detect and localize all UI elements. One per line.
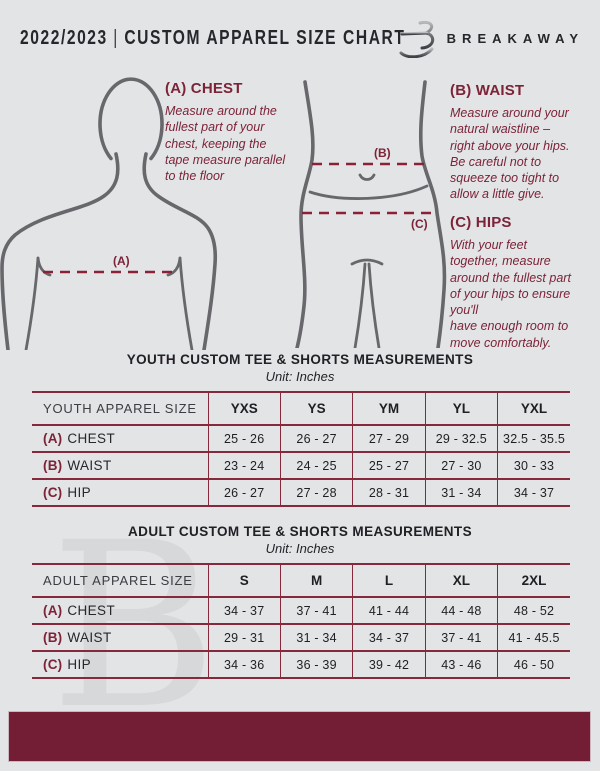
size-cell: 32.5 - 35.5 [497,425,570,452]
row-label: (B) WAIST [43,458,112,473]
row-label: (A) CHEST [43,431,116,446]
footer-bar [8,711,591,762]
size-cell: 48 - 52 [497,597,570,624]
size-cell: 29 - 32.5 [424,425,498,452]
size-cell: 37 - 41 [424,624,498,651]
size-cell: 23 - 24 [207,452,281,479]
column-header: YXL [497,392,570,425]
crotch [350,258,384,266]
hip-crease [308,184,429,200]
table-row: (A) CHEST 34 - 37 37 - 41 41 - 44 44 - 48 48 -… [32,597,570,624]
measurement-guide: (A) (B) (C) (A) CHEST Measure around the… [0,70,600,355]
right-shoulder-arm [142,152,218,350]
row-label: (A) CHEST [43,603,116,618]
marker-a: (A) [113,254,130,268]
column-header: YM [352,392,426,425]
row-label: (B) WAIST [43,630,112,645]
table-row: (A) CHEST 25 - 26 26 - 27 27 - 29 29 - 32.5 32… [32,425,570,452]
size-cell: 27 - 28 [279,479,353,506]
watermark-letter: B [50,493,218,759]
size-cell: 34 - 36 [207,651,281,678]
size-cell: 37 - 41 [279,597,353,624]
guide-heading-chest: (A) CHEST [165,80,243,97]
guide-heading-hips: (C) HIPS [450,214,512,231]
adult-section: ADULT CUSTOM TEE & SHORTS MEASUREMENTS U… [0,524,600,679]
column-header: XL [424,564,498,597]
table-row: (B) WAIST 23 - 24 24 - 25 25 - 27 27 - 30 30 -… [32,452,570,479]
head-outline [98,77,164,161]
adult-section-title: ADULT CUSTOM TEE & SHORTS MEASUREMENTS [128,524,472,539]
breakaway-b-icon [399,20,434,58]
size-cell: 28 - 31 [352,479,426,506]
left-torso-leg [295,80,315,348]
page-title: 2022/2023 | CUSTOM APPAREL SIZE CHART [20,27,405,50]
table-row: (B) WAIST 29 - 31 31 - 34 34 - 37 37 - 41 41 -… [32,624,570,651]
size-cell: 26 - 27 [207,479,281,506]
size-cell: 25 - 27 [352,452,426,479]
size-cell: 36 - 39 [279,651,353,678]
title-separator: | [113,27,119,49]
size-cell: 26 - 27 [279,425,353,452]
size-cell: 31 - 34 [424,479,498,506]
table-row: (C) HIP 26 - 27 27 - 28 28 - 31 31 - 34 34 - 3… [32,479,570,506]
size-cell: 25 - 26 [207,425,281,452]
column-header: YOUTH APPAREL SIZE [43,401,197,416]
right-torso-leg [418,80,447,348]
guide-body-waist: Measure around your natural waistline – … [450,106,570,202]
adult-section-unit: Unit: Inches [265,541,335,556]
size-cell: 44 - 48 [424,597,498,624]
size-cell: 39 - 42 [352,651,426,678]
title-main: CUSTOM APPAREL SIZE CHART [124,27,406,49]
row-label: (C) HIP [43,657,92,672]
adult-size-table: ADULT APPAREL SIZE S M L XL 2XL (A) CHEST 34 - 3… [32,563,570,679]
column-header: YXS [207,392,281,425]
size-cell: 24 - 25 [279,452,353,479]
marker-b: (B) [374,146,391,160]
column-header: YL [424,392,498,425]
size-cell: 34 - 37 [352,624,426,651]
youth-section: YOUTH CUSTOM TEE & SHORTS MEASUREMENTS U… [0,352,600,507]
size-cell: 46 - 50 [497,651,570,678]
header-row: YOUTH APPAREL SIZE YXS YS YM YL YXL [32,392,570,425]
header-row: ADULT APPAREL SIZE S M L XL 2XL [32,564,570,597]
guide-body-chest: Measure around the fullest part of your … [165,104,286,183]
column-header: 2XL [497,564,570,597]
column-header: M [279,564,353,597]
brand-name: BREAKAWAY [446,30,584,46]
size-cell: 41 - 45.5 [497,624,570,651]
row-label: (C) HIP [43,485,92,500]
column-header: S [207,564,281,597]
navel [358,173,376,181]
table-row: (C) HIP 34 - 36 36 - 39 39 - 42 43 - 46 46 - 5… [32,651,570,678]
brand-logo: BREAKAWAY [398,18,584,58]
column-header: YS [279,392,353,425]
marker-c: (C) [411,217,428,231]
upper-body-figure [0,77,218,350]
size-cell: 27 - 29 [352,425,426,452]
youth-size-table: YOUTH APPAREL SIZE YXS YS YM YL YXL (A) CHEST 25… [32,391,570,507]
lower-body-figure [295,80,447,348]
guide-heading-waist: (B) WAIST [450,82,525,99]
size-cell: 29 - 31 [207,624,281,651]
size-cell: 34 - 37 [497,479,570,506]
youth-section-title: YOUTH CUSTOM TEE & SHORTS MEASUREMENTS [126,352,474,367]
title-year: 2022/2023 [20,27,108,49]
size-cell: 30 - 33 [497,452,570,479]
column-header: ADULT APPAREL SIZE [43,573,193,588]
youth-section-unit: Unit: Inches [265,369,335,384]
column-header: L [352,564,426,597]
size-cell: 43 - 46 [424,651,498,678]
size-cell: 41 - 44 [352,597,426,624]
guide-body-hips: With your feet together, measure around … [450,238,571,350]
size-cell: 34 - 37 [207,597,281,624]
size-cell: 31 - 34 [279,624,353,651]
size-cell: 27 - 30 [424,452,498,479]
left-shoulder-arm [0,152,120,350]
